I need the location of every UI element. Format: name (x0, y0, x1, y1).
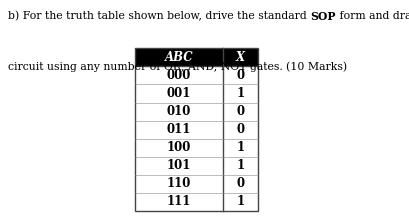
Text: 001: 001 (167, 87, 191, 100)
Text: (10 Marks): (10 Marks) (286, 62, 347, 72)
Text: 101: 101 (167, 159, 191, 172)
Text: 010: 010 (167, 105, 191, 118)
Text: X: X (236, 51, 245, 64)
Text: 1: 1 (236, 141, 244, 154)
Text: 100: 100 (167, 141, 191, 154)
Text: 0: 0 (236, 69, 244, 82)
Text: 1: 1 (236, 195, 244, 208)
Text: 111: 111 (167, 195, 191, 208)
Text: 110: 110 (167, 177, 191, 190)
Text: 011: 011 (167, 123, 191, 136)
Text: SOP: SOP (310, 11, 336, 22)
Text: 000: 000 (167, 69, 191, 82)
Text: 1: 1 (236, 87, 244, 100)
Text: b) For the truth table shown below, drive the standard: b) For the truth table shown below, driv… (8, 11, 310, 21)
Text: form and draw the logic: form and draw the logic (336, 11, 409, 21)
Text: 0: 0 (236, 177, 244, 190)
Text: 0: 0 (236, 123, 244, 136)
Text: circuit using any number of OR, AND, NOT gates.: circuit using any number of OR, AND, NOT… (8, 62, 283, 72)
Text: 0: 0 (236, 105, 244, 118)
Text: ABC: ABC (165, 51, 193, 64)
Text: 1: 1 (236, 159, 244, 172)
